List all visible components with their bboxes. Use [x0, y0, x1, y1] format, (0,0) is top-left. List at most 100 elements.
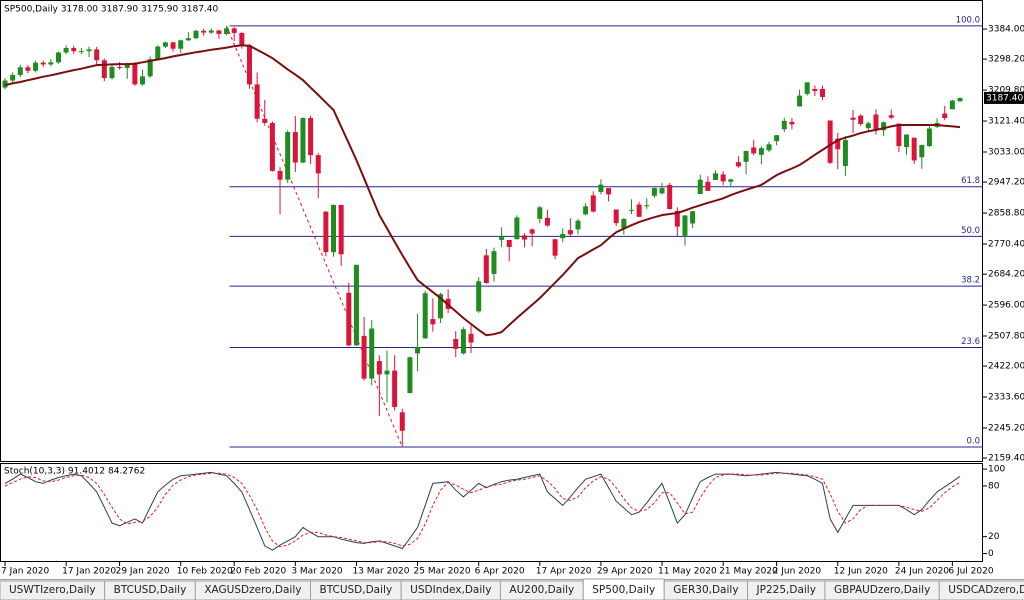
x-tick-label: 17 Apr 2020	[536, 567, 592, 577]
tab[interactable]: BTCUSD,Daily	[104, 580, 196, 600]
y-tick-label: 2507.80	[988, 331, 1024, 341]
tab-label[interactable]: USWTIzero,Daily	[9, 584, 96, 596]
stoch-line	[4, 472, 961, 548]
candle-body	[682, 215, 688, 236]
candle-body	[147, 59, 153, 77]
x-tick-label: 13 Mar 2020	[352, 567, 409, 577]
tab-label[interactable]: USDCADzero,Daily	[948, 584, 1024, 596]
candle-body	[781, 120, 787, 130]
candle-body	[101, 60, 107, 79]
candle-body	[300, 118, 306, 163]
tab-label[interactable]: AU200,Daily	[509, 584, 574, 596]
tab[interactable]: AU200,Daily	[499, 580, 584, 600]
y-tick-label: 2684.20	[988, 270, 1024, 280]
candle-body	[392, 370, 398, 408]
candle-body	[40, 62, 46, 65]
candle-body	[376, 361, 382, 375]
candle-body	[170, 42, 176, 49]
y-tick-label: 2245.20	[988, 423, 1024, 433]
x-tick-label: 29 Jan 2020	[116, 567, 170, 577]
y-tick-label: 3298.20	[988, 55, 1024, 65]
candle-body	[919, 145, 925, 158]
candle-body	[17, 67, 23, 75]
candle-body	[881, 122, 887, 131]
candle-body	[659, 188, 665, 194]
y-tick-label: 3033.00	[988, 148, 1024, 158]
candle-body	[277, 170, 283, 180]
y-tick-label: 2947.20	[988, 178, 1024, 188]
candle-body	[537, 207, 543, 219]
candle-body	[71, 47, 77, 52]
candle-body	[606, 188, 612, 195]
tab[interactable]: BTCUSD,Daily	[309, 580, 402, 600]
candle-body	[743, 150, 749, 162]
tab[interactable]: USDIndex,Daily	[400, 580, 501, 600]
x-tick-label: 10 Feb 2020	[177, 567, 233, 577]
tab-label[interactable]: GBPAUDzero,Daily	[834, 584, 930, 596]
tab[interactable]: GER30,Daily	[663, 580, 749, 600]
candle-body	[483, 255, 489, 284]
y-tick-label: 3209.80	[988, 86, 1024, 96]
candle-body	[598, 184, 604, 192]
y-tick-label: 0	[988, 549, 994, 559]
candle-body	[491, 251, 497, 274]
fib-level-label: 38.2	[961, 276, 980, 286]
fib-level-label: 100.0	[956, 15, 980, 25]
candle-body	[55, 52, 61, 63]
y-tick-label: 80	[988, 481, 1000, 491]
y-tick-label: 2333.60	[988, 392, 1024, 402]
candle-body	[231, 28, 237, 33]
x-tick-label: 17 Jan 2020	[62, 567, 116, 577]
tab[interactable]: XAGUSDzero,Daily	[194, 580, 311, 600]
candle-body	[514, 217, 520, 240]
tab-label[interactable]: JP225,Daily	[756, 584, 816, 596]
candle-body	[361, 335, 367, 379]
candle-body	[178, 40, 184, 49]
candle-body	[567, 230, 573, 235]
candle-body	[353, 264, 359, 346]
tab-label[interactable]: BTCUSD,Daily	[114, 584, 187, 596]
candle-body	[224, 28, 230, 34]
x-tick-label: 2 Jun 2020	[773, 567, 822, 577]
tab[interactable]: GBPAUDzero,Daily	[824, 580, 940, 600]
candle-body	[155, 46, 161, 60]
candle-body	[63, 47, 69, 53]
candle-body	[873, 114, 879, 130]
candle-body	[774, 135, 780, 142]
candle-body	[499, 237, 505, 240]
candle-body	[132, 64, 138, 85]
stoch-title: Stoch(10,3,3) 91.4012 84.2762	[4, 467, 145, 477]
tab-label[interactable]: XAGUSDzero,Daily	[204, 584, 301, 596]
x-tick-label: 7 Jan 2020	[1, 567, 49, 577]
tab-label[interactable]: BTCUSD,Daily	[319, 584, 392, 596]
candle-body	[667, 184, 673, 210]
candle-body	[751, 147, 757, 154]
x-tick-label: 3 Mar 2020	[291, 567, 343, 577]
candle-body	[651, 188, 657, 196]
tab[interactable]: JP225,Daily	[747, 580, 826, 600]
fib-level-label: 0.0	[966, 436, 980, 446]
y-tick-label: 2858.80	[988, 209, 1024, 219]
candle-body	[957, 97, 963, 102]
candle-body	[468, 333, 474, 343]
x-tick-label: 29 Apr 2020	[597, 567, 653, 577]
tab[interactable]: USWTIzero,Daily	[0, 580, 106, 600]
tab[interactable]: SP500,Daily	[582, 578, 665, 600]
tab-label[interactable]: GER30,Daily	[673, 584, 738, 596]
candle-body	[904, 134, 910, 148]
candle-body	[758, 148, 764, 155]
candle-body	[644, 205, 650, 207]
main-pane-frame	[0, 0, 983, 462]
tab[interactable]: USDCADzero,Daily	[938, 580, 1024, 600]
tab-background[interactable]	[938, 580, 1024, 600]
x-tick-label: 25 Mar 2020	[414, 567, 471, 577]
candle-body	[239, 32, 245, 46]
candle-body	[690, 211, 696, 224]
tab-label[interactable]: SP500,Daily	[592, 584, 655, 596]
candle-body	[422, 293, 428, 339]
candle-body	[842, 140, 848, 167]
fib-level-label: 61.8	[961, 176, 980, 186]
candle-body	[323, 211, 329, 253]
tab-label[interactable]: USDIndex,Daily	[410, 584, 491, 596]
candle-body	[735, 162, 741, 167]
